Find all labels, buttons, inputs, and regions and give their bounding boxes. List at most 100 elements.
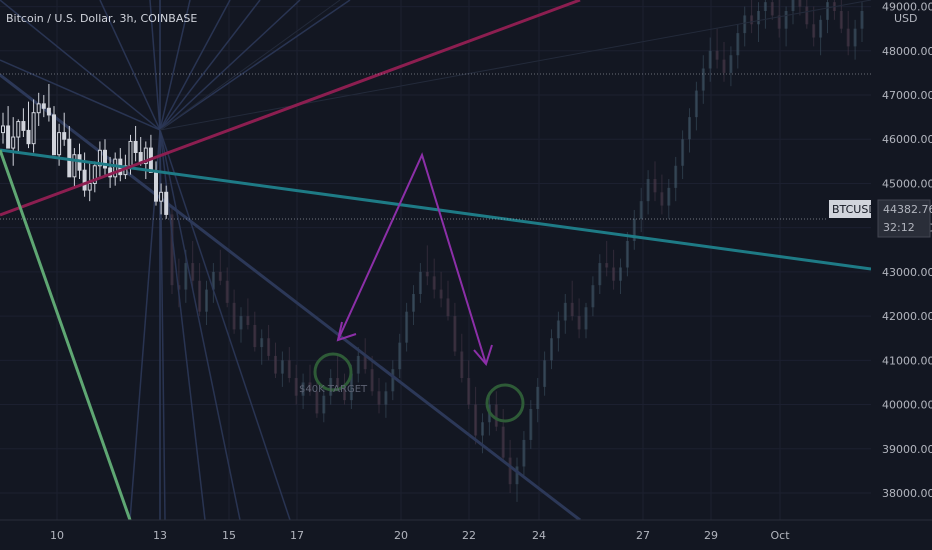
price-tick-label: 41000.00 xyxy=(882,354,932,367)
candle-body xyxy=(301,382,305,396)
arrow-head-right[interactable] xyxy=(473,344,493,367)
candle-body xyxy=(467,378,471,405)
candle-body xyxy=(11,136,16,149)
candle-body xyxy=(280,360,284,374)
candle-body xyxy=(577,316,581,330)
fan-line[interactable] xyxy=(159,129,291,521)
candle-body xyxy=(708,50,712,69)
candle-body xyxy=(370,369,374,392)
candle-body xyxy=(391,369,395,392)
arrow-head-left[interactable] xyxy=(336,321,357,342)
descending-trendline[interactable] xyxy=(0,73,581,522)
candle-body xyxy=(522,439,526,467)
candle-body xyxy=(763,2,767,12)
candle-body xyxy=(82,169,87,191)
candle-body xyxy=(87,182,92,191)
candle-body xyxy=(701,68,705,91)
price-tick-label: 42000.00 xyxy=(882,310,932,323)
time-tick-label: 20 xyxy=(394,529,408,542)
candle-body xyxy=(184,263,188,290)
candle-body xyxy=(356,355,360,374)
candle-body xyxy=(6,125,11,149)
price-tick-label: 45000.00 xyxy=(882,177,932,190)
fan-line[interactable] xyxy=(0,59,161,131)
candle-body xyxy=(41,103,46,109)
price-tick-label: 46000.00 xyxy=(882,133,932,146)
candle-body xyxy=(591,285,595,308)
candle-body xyxy=(446,298,450,317)
candle-body xyxy=(336,378,340,387)
candle-body xyxy=(653,179,657,193)
candle-body xyxy=(260,338,264,348)
fan-line[interactable] xyxy=(149,0,161,131)
target-circle-2[interactable] xyxy=(485,383,525,423)
candle-body xyxy=(164,191,169,215)
candle-body xyxy=(294,378,298,396)
candle-body xyxy=(349,373,353,401)
candle-body xyxy=(770,2,774,16)
green-trendline[interactable] xyxy=(0,149,132,521)
magenta-trendline[interactable] xyxy=(0,0,581,217)
candle-body xyxy=(21,121,26,131)
candle-body xyxy=(154,171,158,202)
candle-body xyxy=(218,271,222,281)
candle-body xyxy=(398,342,402,370)
time-axis[interactable]: 10 13 15 17 20 22 24 27 29 Oct xyxy=(0,519,932,550)
fan-line[interactable] xyxy=(159,0,261,131)
candle-body xyxy=(225,280,229,303)
price-axis[interactable]: 38000.00 39000.00 40000.00 41000.00 42000.00… xyxy=(871,0,932,520)
candle-body xyxy=(133,140,138,154)
candle-body xyxy=(556,320,560,339)
fan-line[interactable] xyxy=(99,0,161,131)
candle-body xyxy=(239,316,243,330)
drawings[interactable] xyxy=(0,0,872,521)
fan-line-faint[interactable] xyxy=(159,0,341,131)
fan-line[interactable] xyxy=(159,0,231,131)
candle-body xyxy=(639,201,643,219)
fan-line[interactable] xyxy=(159,0,301,131)
candle-body xyxy=(322,395,326,414)
fan-line[interactable] xyxy=(0,0,161,131)
time-axis-background xyxy=(0,520,932,550)
candle-body xyxy=(198,280,202,312)
candle-body xyxy=(405,311,409,343)
candle-body xyxy=(819,19,823,38)
time-tick-label: 10 xyxy=(50,529,64,542)
candle-body xyxy=(315,391,319,414)
candle-body xyxy=(363,355,367,370)
candle-body xyxy=(757,11,760,25)
candle-body xyxy=(667,187,671,206)
candle-body xyxy=(329,378,333,396)
price-tag: BTCUSD 44382.76 32:12 xyxy=(0,73,932,238)
price-tag-countdown: 32:12 xyxy=(883,221,915,234)
time-tick-label: 22 xyxy=(462,529,476,542)
candle-body xyxy=(287,360,291,379)
price-tag-value: 44382.76 xyxy=(883,203,932,216)
fan-line-faint[interactable] xyxy=(159,0,872,131)
candle-body xyxy=(515,466,519,485)
target-circle-1[interactable] xyxy=(313,352,353,392)
candle-body xyxy=(308,382,312,392)
price-axis-background xyxy=(871,0,932,520)
candle-body xyxy=(853,28,857,47)
candle-body xyxy=(72,154,77,178)
teal-trendline[interactable] xyxy=(0,148,872,271)
candle-body xyxy=(1,125,5,134)
candle-body xyxy=(36,103,41,114)
candle-body xyxy=(159,191,164,202)
candle-body xyxy=(625,240,629,268)
candle-body xyxy=(267,338,271,356)
candle-body xyxy=(439,289,443,299)
candle-body xyxy=(784,11,788,29)
fan-line[interactable] xyxy=(159,0,351,131)
candle-body xyxy=(253,324,257,348)
fan-line[interactable] xyxy=(159,0,191,131)
candle-body xyxy=(860,11,864,29)
candle-body xyxy=(791,0,795,12)
candle-body xyxy=(501,426,505,458)
candle-body xyxy=(736,33,740,56)
zigzag-arrow-path[interactable] xyxy=(337,152,487,365)
fan-line[interactable] xyxy=(159,129,241,521)
